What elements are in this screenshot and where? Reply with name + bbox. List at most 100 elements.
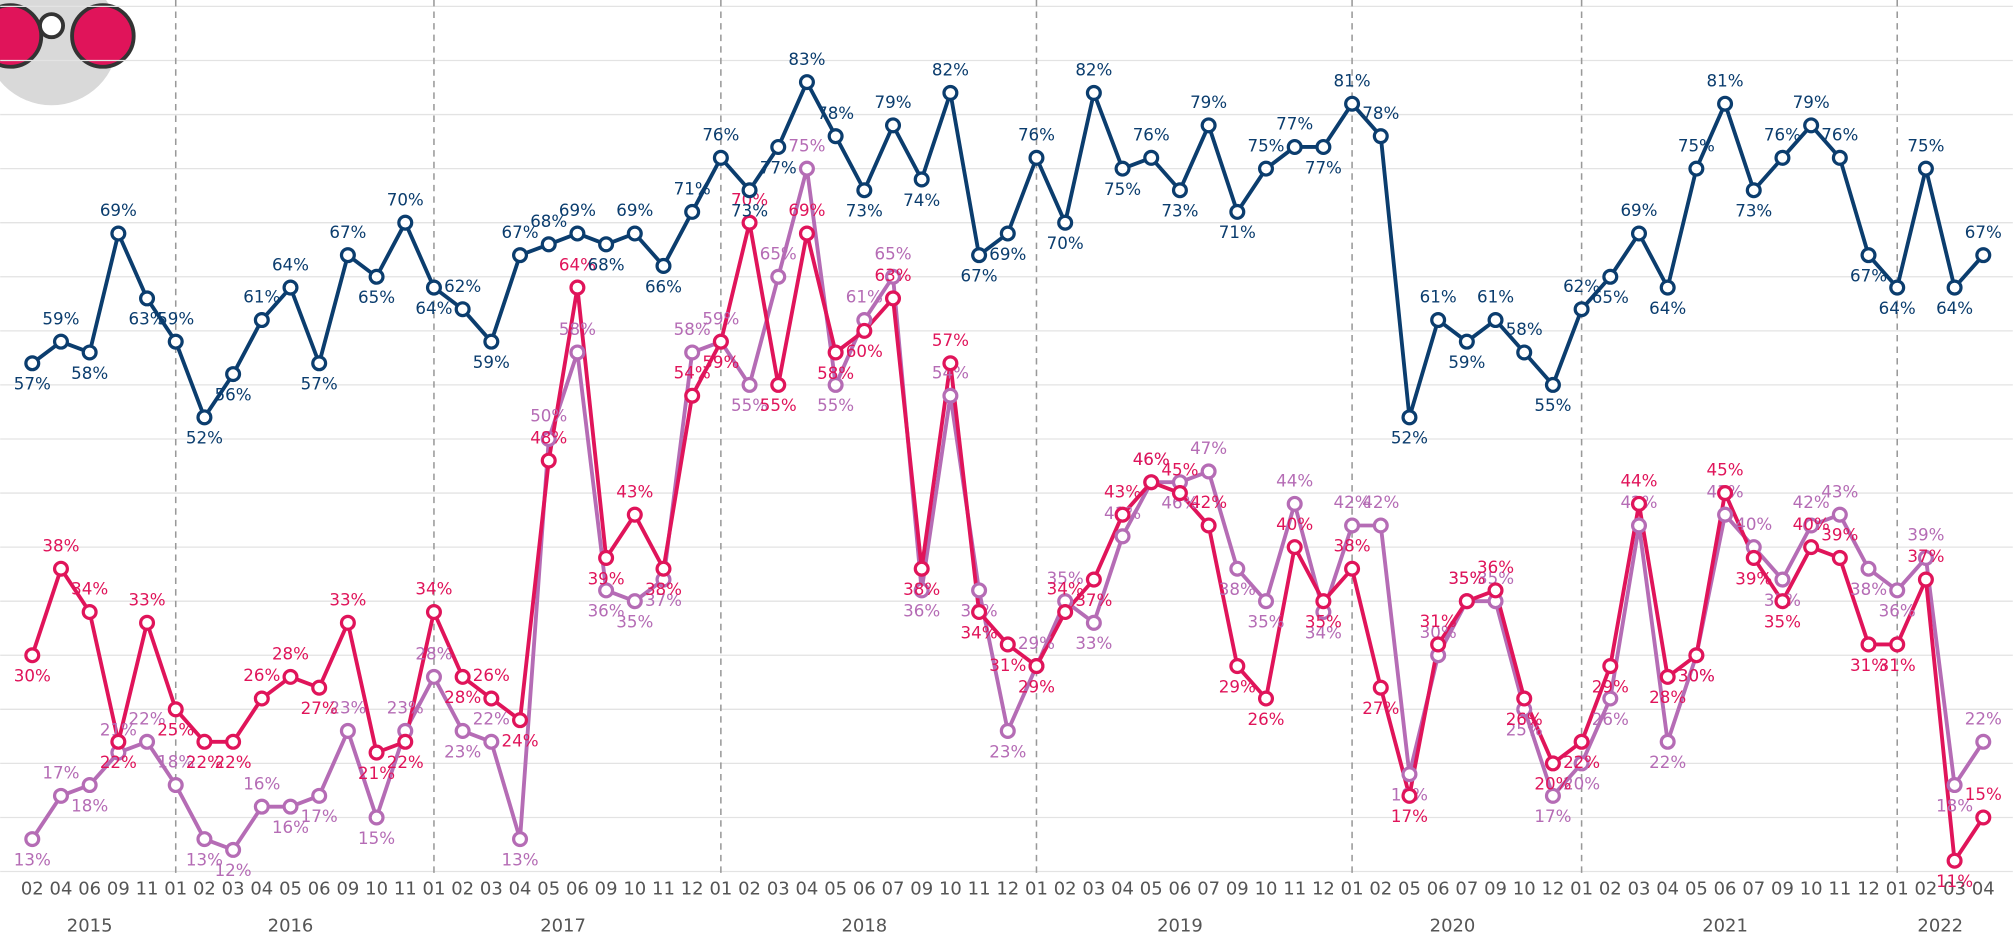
data-point — [1200, 117, 1217, 134]
data-label: 13% — [14, 850, 51, 869]
data-label: 28% — [444, 688, 481, 707]
data-label: 79% — [1793, 93, 1830, 112]
data-label: 34% — [1047, 580, 1084, 599]
x-tick-label: 04 — [1111, 879, 1134, 900]
data-point — [1143, 149, 1160, 166]
data-label: 26% — [1506, 710, 1543, 729]
data-point — [1688, 160, 1705, 177]
data-label: 52% — [186, 429, 223, 448]
data-label: 78% — [817, 104, 854, 123]
logo — [0, 0, 136, 106]
data-label: 67% — [1850, 266, 1887, 285]
data-point — [24, 831, 41, 848]
data-point — [1860, 636, 1877, 653]
data-point — [1544, 755, 1561, 772]
x-tick-label: 06 — [1169, 879, 1192, 900]
data-point — [1717, 506, 1734, 523]
data-point — [1917, 571, 1934, 588]
data-label: 81% — [1334, 71, 1371, 90]
data-label: 73% — [1161, 202, 1198, 221]
data-point — [139, 733, 156, 750]
data-point — [655, 560, 672, 577]
x-tick-label: 02 — [193, 879, 216, 900]
data-point — [770, 268, 787, 285]
x-tick-label: 11 — [1283, 879, 1306, 900]
data-label: 22% — [215, 753, 252, 772]
data-point — [770, 376, 787, 393]
x-tick-label: 07 — [1197, 879, 1220, 900]
data-point — [1602, 690, 1619, 707]
data-label: 76% — [1133, 125, 1170, 144]
data-label: 29% — [1592, 677, 1629, 696]
data-point — [425, 603, 442, 621]
data-label: 79% — [1190, 93, 1227, 112]
data-point — [368, 268, 385, 285]
data-point — [454, 668, 471, 685]
data-point — [712, 149, 729, 166]
data-label: 73% — [1735, 202, 1772, 221]
data-label: 75% — [1678, 136, 1715, 155]
data-label: 76% — [1764, 125, 1801, 144]
data-point — [1057, 603, 1074, 621]
x-tick-label: 10 — [365, 879, 388, 900]
x-tick-label: 06 — [1427, 879, 1450, 900]
data-point — [454, 722, 471, 739]
data-point — [1171, 182, 1188, 199]
data-label: 26% — [1592, 710, 1629, 729]
data-point — [798, 225, 815, 242]
data-point — [1114, 160, 1131, 177]
data-point — [1745, 182, 1762, 199]
data-point — [1659, 733, 1676, 750]
data-label: 37% — [645, 591, 682, 610]
data-point — [483, 333, 500, 350]
data-label: 58% — [559, 320, 596, 339]
x-tick-label: 09 — [1226, 879, 1249, 900]
data-label: 58% — [71, 364, 108, 383]
data-point — [1544, 376, 1561, 393]
data-point — [798, 160, 815, 177]
x-tick-label: 10 — [1513, 879, 1536, 900]
data-point — [1889, 582, 1906, 599]
data-label: 30% — [1678, 667, 1715, 686]
data-label: 63% — [129, 310, 166, 329]
data-point — [339, 722, 356, 739]
data-label: 78% — [1362, 104, 1399, 123]
x-tick-label: 04 — [50, 879, 73, 900]
data-point — [684, 344, 701, 361]
data-label: 69% — [559, 201, 596, 220]
data-point — [1315, 138, 1332, 156]
data-label: 33% — [1075, 634, 1112, 653]
data-point — [52, 333, 69, 350]
data-label: 54% — [932, 363, 969, 382]
data-label: 44% — [1620, 472, 1657, 491]
data-point — [24, 647, 41, 664]
year-label: 2015 — [67, 916, 113, 937]
data-point — [971, 603, 988, 621]
x-tick-label: 05 — [824, 879, 847, 900]
data-label: 66% — [645, 277, 682, 296]
data-point — [1430, 636, 1447, 653]
data-label: 71% — [1219, 223, 1256, 242]
data-point — [856, 322, 873, 339]
data-label: 75% — [1907, 136, 1944, 155]
x-tick-label: 07 — [882, 879, 905, 900]
data-label: 34% — [415, 580, 452, 599]
data-point — [1143, 474, 1160, 491]
data-point — [253, 798, 270, 815]
data-label: 20% — [1534, 775, 1571, 794]
x-tick-label: 04 — [1972, 879, 1995, 900]
x-tick-label: 11 — [394, 879, 417, 900]
data-label: 42% — [1190, 493, 1227, 512]
data-point — [81, 603, 98, 621]
x-tick-label: 09 — [336, 879, 359, 900]
data-point — [1831, 506, 1848, 523]
x-tick-label: 03 — [480, 879, 503, 900]
data-label: 59% — [157, 309, 194, 328]
data-label: 76% — [1018, 125, 1055, 144]
data-point — [1516, 344, 1533, 361]
data-point — [1229, 658, 1246, 675]
data-point — [884, 290, 902, 307]
data-point — [1085, 571, 1102, 588]
x-tick-label: 10 — [1800, 879, 1823, 900]
data-label: 25% — [1506, 721, 1543, 740]
